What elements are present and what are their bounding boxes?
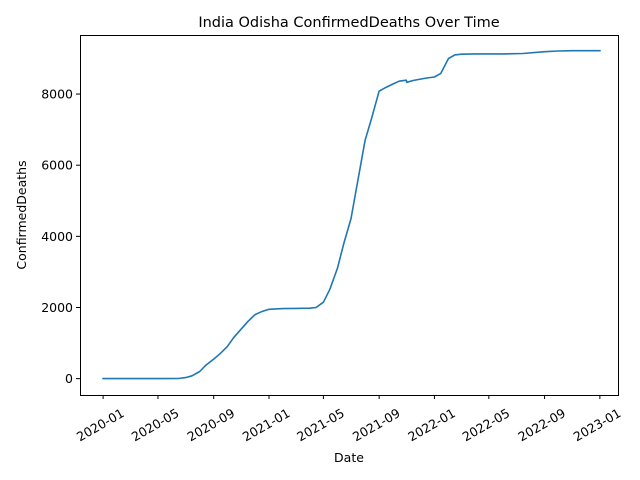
y-tick-label: 4000	[41, 229, 73, 244]
y-tick-label: 6000	[41, 158, 73, 173]
y-tick-label: 2000	[41, 300, 73, 315]
y-axis-label: ConfirmedDeaths	[14, 160, 29, 269]
series-line-0	[102, 49, 601, 380]
y-tick-label: 8000	[41, 87, 73, 102]
plot-frame	[80, 35, 619, 396]
y-tick-label: 0	[65, 371, 73, 386]
x-axis-label: Date	[334, 450, 364, 465]
y-axis-ticks: 0 2000 4000 6000 8000	[41, 87, 80, 386]
chart-title: India Odisha ConfirmedDeaths Over Time	[198, 15, 499, 31]
plot-series	[102, 49, 601, 380]
